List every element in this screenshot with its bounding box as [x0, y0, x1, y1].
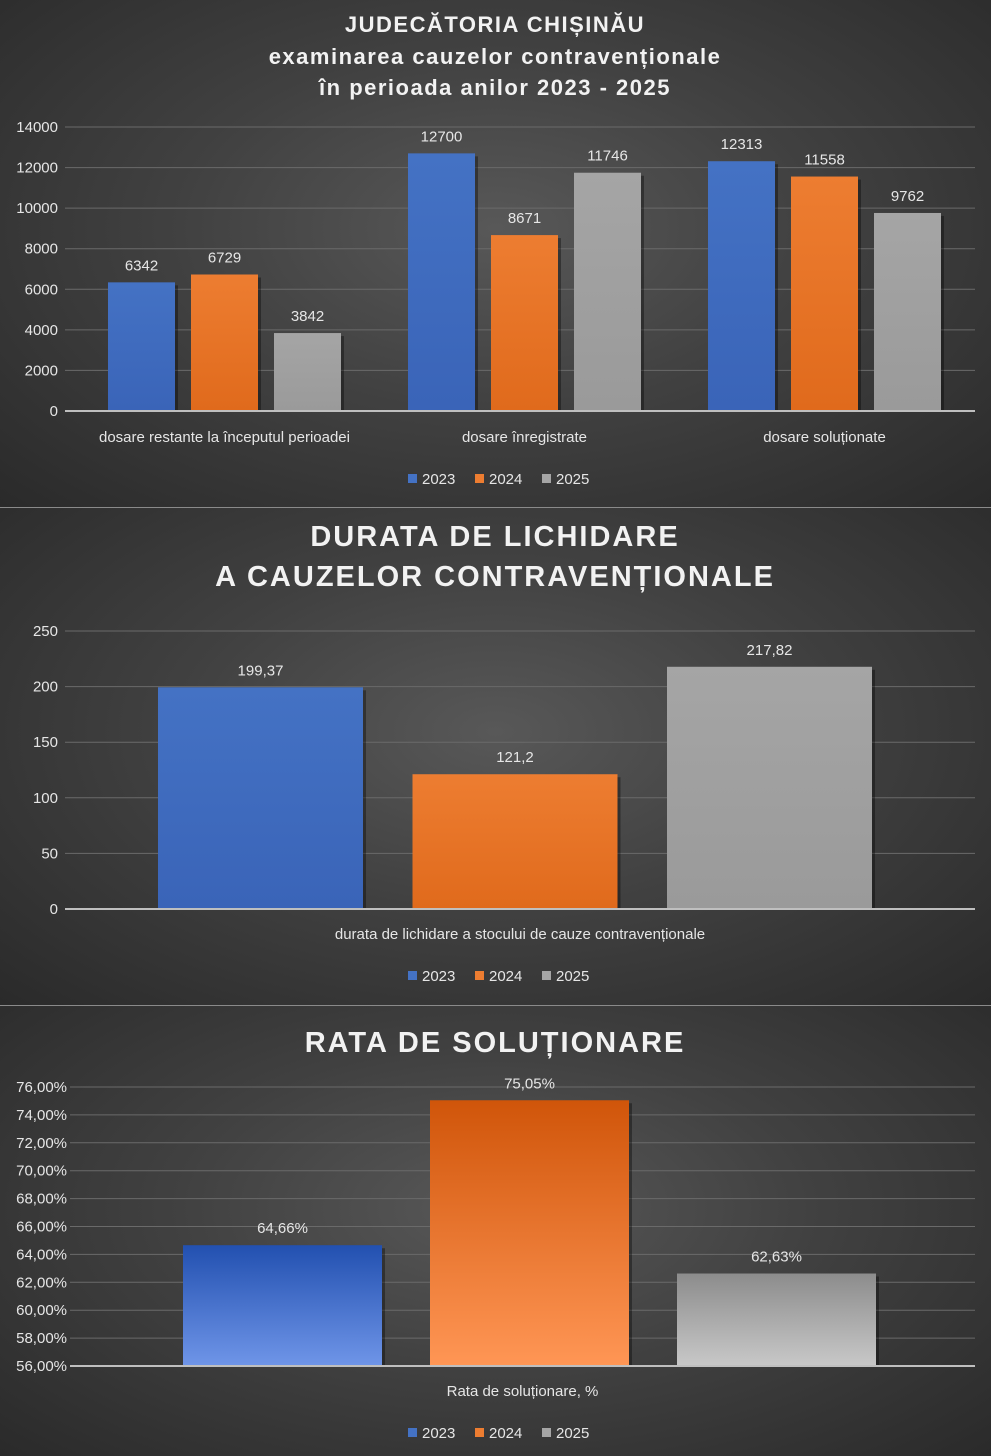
chart-panel-rate: RATA DE SOLUȚIONARE 56,00% 58,00% 60,00% 62,… — [0, 1006, 991, 1456]
chart-title: JUDECĂTORIA CHIȘINĂU — [345, 12, 645, 37]
bar-2024 — [430, 1100, 629, 1366]
y-tick-label: 64,00% — [16, 1246, 67, 1263]
y-tick-label: 100 — [33, 790, 58, 807]
data-label: 3842 — [291, 308, 324, 325]
category-label: Rata de soluționare, % — [447, 1383, 599, 1400]
data-label: 12313 — [721, 136, 763, 153]
y-tick-label: 70,00% — [16, 1163, 67, 1180]
chart-panel-cases: JUDECĂTORIA CHIȘINĂU examinarea cauzelor … — [0, 0, 991, 507]
legend-swatch-2025 — [542, 1428, 551, 1437]
y-tick-label: 72,00% — [16, 1135, 67, 1152]
legend-swatch-2024 — [475, 971, 484, 980]
y-tick-label: 2000 — [25, 362, 58, 379]
y-tick-label: 74,00% — [16, 1107, 67, 1124]
legend-swatch-2023 — [408, 1428, 417, 1437]
legend-label: 2023 — [422, 1425, 455, 1442]
y-tick-label: 12000 — [16, 160, 58, 177]
bar-2024 — [791, 176, 858, 411]
data-label: 217,82 — [747, 642, 793, 659]
legend-swatch-2023 — [408, 971, 417, 980]
y-tick-label: 76,00% — [16, 1079, 67, 1096]
category-label: dosare soluționate — [763, 429, 886, 446]
data-label: 62,63% — [751, 1249, 802, 1266]
bar-2025 — [874, 212, 941, 411]
y-tick-label: 50 — [41, 845, 58, 862]
bar-2023 — [108, 282, 175, 411]
y-tick-label: 66,00% — [16, 1219, 67, 1236]
data-label: 75,05% — [504, 1075, 555, 1092]
data-label: 11746 — [587, 148, 628, 165]
y-tick-label: 0 — [50, 403, 58, 420]
chart-title: RATA DE SOLUȚIONARE — [305, 1027, 686, 1059]
chart-title: examinarea cauzelor contravenționale — [269, 44, 722, 69]
y-tick-label: 58,00% — [16, 1330, 67, 1347]
divider — [0, 507, 991, 508]
data-label: 8671 — [508, 210, 541, 227]
legend-label: 2024 — [489, 471, 522, 488]
legend-swatch-2025 — [542, 474, 551, 483]
legend-label: 2025 — [556, 968, 589, 985]
y-tick-label: 62,00% — [16, 1274, 67, 1291]
legend-swatch-2024 — [475, 1428, 484, 1437]
data-label: 6342 — [125, 257, 158, 274]
chart-title: A CAUZELOR CONTRAVENȚIONALE — [215, 561, 775, 593]
y-tick-label: 56,00% — [16, 1358, 67, 1375]
y-tick-label: 0 — [50, 901, 58, 918]
y-tick-label: 250 — [33, 623, 58, 640]
bar-2025 — [574, 172, 641, 411]
data-label: 12700 — [421, 128, 463, 145]
y-tick-label: 14000 — [16, 119, 58, 136]
category-label: dosare restante la începutul perioadei — [99, 429, 350, 446]
legend-label: 2024 — [489, 968, 522, 985]
chart-panel-duration: DURATA DE LICHIDARE A CAUZELOR CONTRAVENȚ… — [0, 508, 991, 1005]
category-label: durata de lichidare a stocului de cauze … — [335, 926, 705, 943]
y-tick-label: 200 — [33, 679, 58, 696]
chart-title: DURATA DE LICHIDARE — [310, 521, 679, 553]
data-label: 199,37 — [238, 662, 284, 679]
data-label: 9762 — [891, 188, 924, 205]
data-label: 121,2 — [496, 749, 534, 766]
divider — [0, 1005, 991, 1006]
bar-2024 — [191, 274, 258, 411]
y-tick-label: 6000 — [25, 281, 58, 298]
y-tick-label: 4000 — [25, 322, 58, 339]
bar-2025 — [274, 333, 341, 411]
bar-2024 — [412, 774, 618, 909]
bar-2025 — [667, 666, 872, 909]
chart-title: în perioada anilor 2023 - 2025 — [318, 75, 671, 100]
legend-label: 2024 — [489, 1425, 522, 1442]
y-tick-label: 60,00% — [16, 1302, 67, 1319]
rate-chart: RATA DE SOLUȚIONARE 56,00% 58,00% 60,00% 62,… — [16, 1027, 975, 1442]
y-tick-label: 8000 — [25, 241, 58, 258]
bar-2024 — [491, 235, 558, 411]
bar-2025 — [677, 1273, 876, 1366]
bar-2023 — [708, 161, 775, 411]
legend-swatch-2024 — [475, 474, 484, 483]
legend-label: 2025 — [556, 1425, 589, 1442]
category-label: dosare înregistrate — [462, 429, 587, 446]
bar-2023 — [408, 153, 475, 411]
data-label: 11558 — [804, 152, 845, 169]
legend-label: 2023 — [422, 968, 455, 985]
bar-2023 — [158, 687, 363, 909]
legend-label: 2023 — [422, 471, 455, 488]
data-label: 6729 — [208, 249, 241, 266]
cases-chart: JUDECĂTORIA CHIȘINĂU examinarea cauzelor … — [16, 12, 975, 488]
legend-label: 2025 — [556, 471, 589, 488]
y-tick-label: 68,00% — [16, 1191, 67, 1208]
data-label: 64,66% — [257, 1220, 308, 1237]
legend-swatch-2025 — [542, 971, 551, 980]
y-tick-label: 150 — [33, 734, 58, 751]
bar-2023 — [183, 1245, 382, 1366]
y-tick-label: 10000 — [16, 200, 58, 217]
legend-swatch-2023 — [408, 474, 417, 483]
duration-chart: DURATA DE LICHIDARE A CAUZELOR CONTRAVENȚ… — [33, 521, 975, 985]
